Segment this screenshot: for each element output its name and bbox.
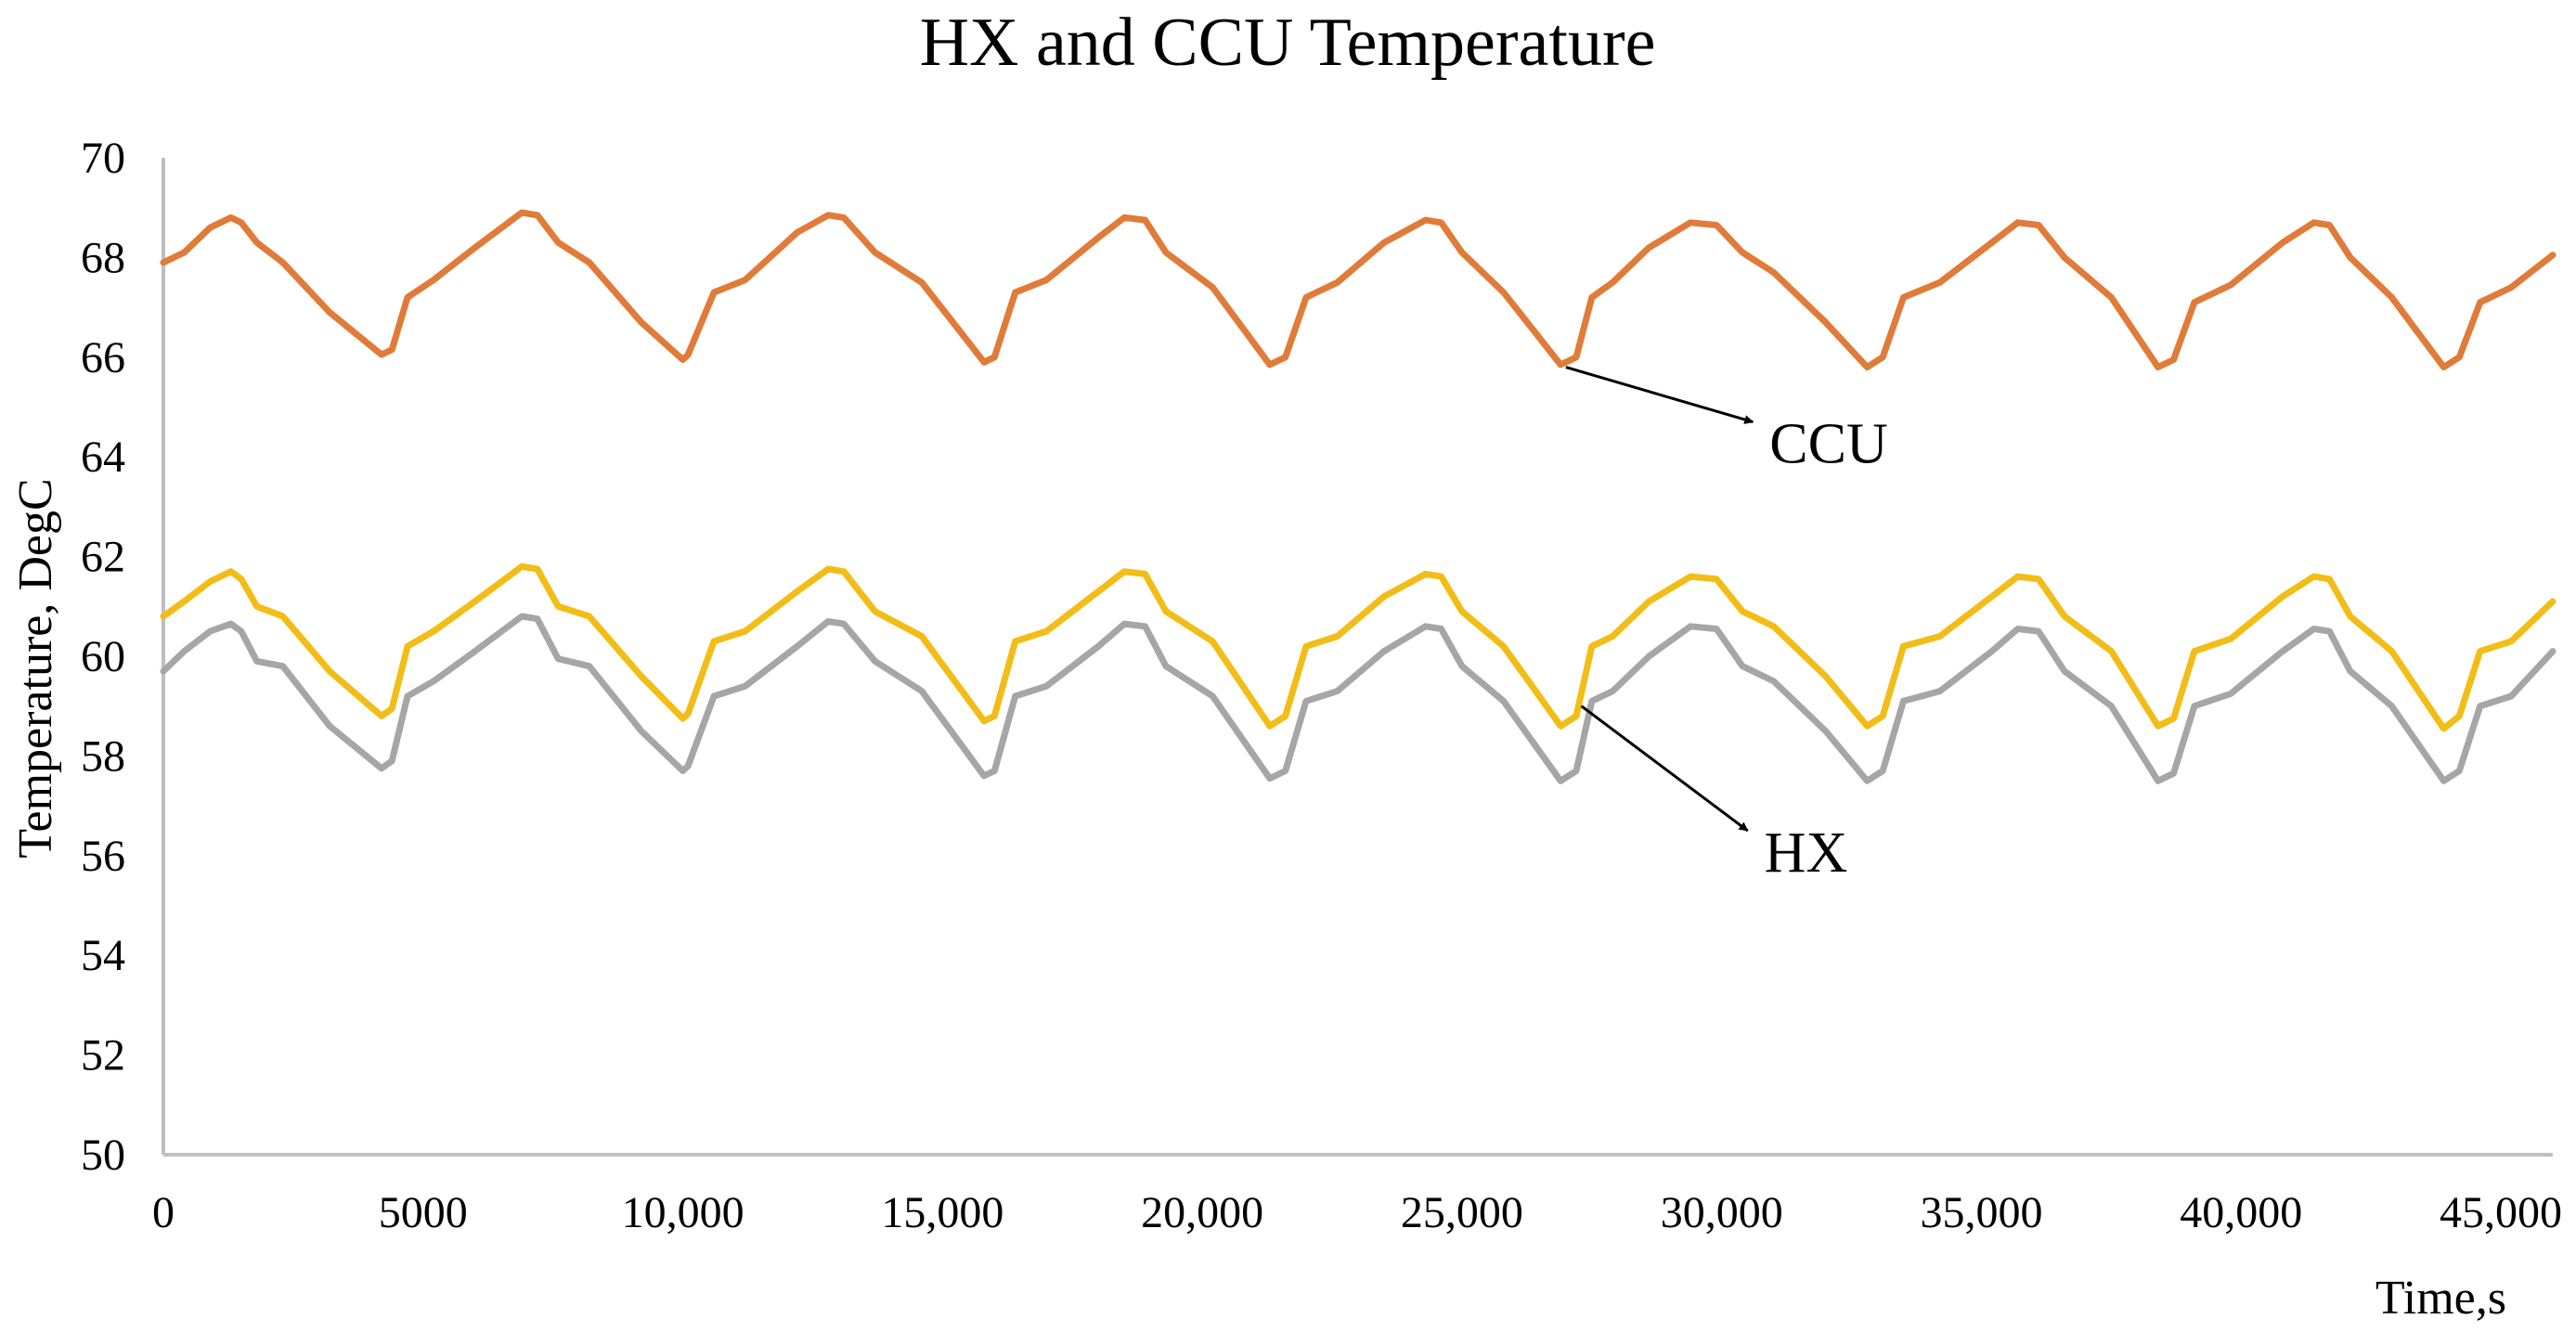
x-tick-label: 20,000 — [1141, 1188, 1263, 1237]
y-tick-label: 54 — [81, 931, 125, 980]
y-tick-label: 50 — [81, 1131, 125, 1180]
y-axis-ticks: 50 52 54 56 58 60 62 64 66 68 70 — [81, 134, 125, 1180]
y-tick-label: 66 — [81, 333, 125, 382]
series-line-hx-inlet — [160, 563, 2557, 732]
y-tick-label: 56 — [81, 832, 125, 881]
x-tick-label: 35,000 — [1920, 1188, 2042, 1237]
y-tick-label: 68 — [81, 233, 125, 282]
x-tick-label: 25,000 — [1401, 1188, 1523, 1237]
annotation-arrow-ccu — [1565, 366, 1754, 424]
x-tick-label: 45,000 — [2440, 1188, 2562, 1237]
y-tick-label: 64 — [81, 433, 125, 482]
x-tick-label: 30,000 — [1661, 1188, 1783, 1237]
series-line-ccu — [160, 209, 2557, 370]
x-tick-label: 10,000 — [622, 1188, 744, 1237]
x-tick-label: 5000 — [379, 1188, 468, 1237]
x-tick-label: 40,000 — [2180, 1188, 2302, 1237]
x-tick-label: 15,000 — [881, 1188, 1003, 1237]
annotation-label-ccu: CCU — [1769, 413, 1887, 476]
series-line-hx-outlet — [160, 613, 2557, 784]
annotation-label-hx: HX — [1765, 821, 1848, 885]
y-tick-label: 62 — [81, 533, 125, 582]
y-tick-label: 60 — [81, 632, 125, 681]
x-axis-ticks: 0 5000 10,000 15,000 20,000 25,000 30,000 35,00… — [152, 1188, 2562, 1237]
y-tick-label: 52 — [81, 1031, 125, 1080]
y-axis-label: Temperature, DegC — [9, 478, 62, 858]
y-tick-label: 58 — [81, 731, 125, 781]
x-axis-label: Time,s — [2375, 1272, 2506, 1325]
annotation-layer: CCU HX — [1565, 366, 1888, 885]
series-layer — [160, 209, 2557, 784]
annotation-arrow-hx — [1580, 705, 1749, 833]
chart-title: HX and CCU Temperature — [920, 5, 1656, 81]
x-tick-label: 0 — [152, 1188, 175, 1237]
y-tick-label: 70 — [81, 134, 125, 183]
